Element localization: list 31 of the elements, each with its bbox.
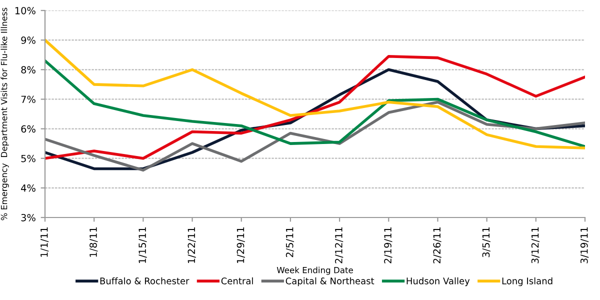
x-tick-label: 1/29/11 (236, 227, 245, 263)
y-tick-label: 3% (21, 214, 36, 222)
x-tick-label: 1/1/11 (40, 227, 49, 257)
x-tick-label: 1/8/11 (90, 227, 98, 257)
x-tick-label: 2/5/11 (286, 227, 294, 258)
legend-label: Hudson Valley (406, 277, 470, 286)
y-axis-title: % Emergency Department Visits for Flu-like Illness (0, 8, 9, 220)
line-series (45, 38, 585, 150)
y-tick-label: 9% (21, 36, 36, 44)
y-tick-label: 10% (15, 6, 36, 14)
y-tick-label: 7% (21, 96, 36, 104)
x-tick-label: 1/22/11 (188, 227, 196, 263)
x-tick-label: 2/26/11 (433, 227, 442, 264)
x-tick-label: 2/12/11 (335, 227, 344, 264)
x-tick-label: 3/5/11 (482, 227, 490, 258)
legend-label: Capital & Northeast (286, 277, 374, 286)
x-tick-label: 2/19/11 (384, 227, 392, 264)
line-series (45, 100, 585, 172)
x-tick-label: 1/15/11 (138, 227, 147, 263)
x-tick-label: 3/19/11 (580, 227, 589, 264)
legend-label: Long Island (502, 277, 552, 286)
y-tick-label: 5% (21, 154, 36, 162)
legend-label: Buffalo & Rochester (100, 277, 190, 284)
x-axis-title: Week Ending Date (276, 266, 353, 275)
y-tick-label: 8% (21, 66, 36, 74)
y-tick-label: 4% (21, 184, 36, 192)
line-series (45, 59, 585, 148)
line-series (45, 54, 585, 160)
legend-label: Central (221, 277, 253, 284)
y-tick-label: 6% (21, 125, 36, 133)
x-tick-label: 3/12/11 (531, 227, 540, 264)
